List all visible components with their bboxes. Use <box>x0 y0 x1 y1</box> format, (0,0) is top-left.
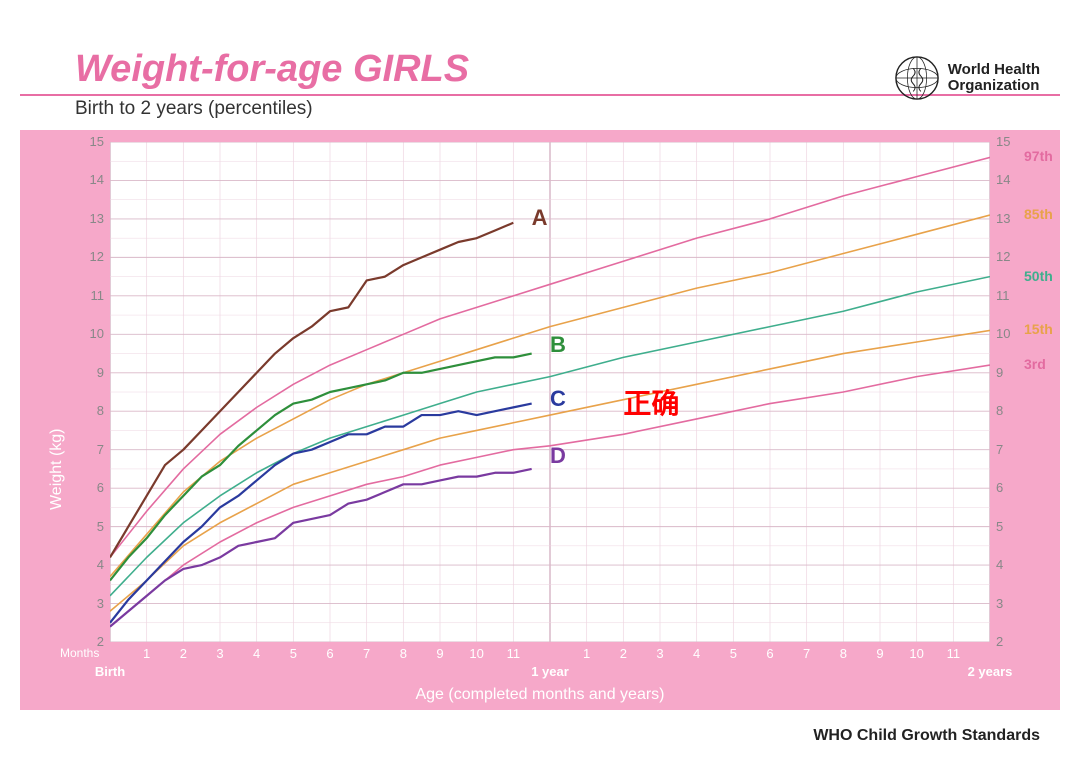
curve-label-A: A <box>532 205 548 231</box>
y-tick: 13 <box>80 211 104 226</box>
percentile-label-85th: 85th <box>1024 206 1053 222</box>
x-tick-minor: 9 <box>876 646 883 661</box>
who-icon <box>894 55 940 101</box>
footer-text: WHO Child Growth Standards <box>813 727 1040 745</box>
percentile-label-50th: 50th <box>1024 268 1053 284</box>
who-line1: World Health <box>948 62 1040 79</box>
x-tick-minor: 1 <box>143 646 150 661</box>
x-tick-minor: 7 <box>803 646 810 661</box>
y-tick-right: 7 <box>996 442 1020 457</box>
chart-subtitle: Birth to 2 years (percentiles) <box>75 98 313 120</box>
y-tick: 6 <box>80 480 104 495</box>
chart-frame: Weight (kg) Age (completed months and ye… <box>20 130 1060 710</box>
x-tick-minor: 11 <box>947 646 961 661</box>
curve-label-B: B <box>550 332 566 358</box>
y-tick-right: 11 <box>996 288 1020 303</box>
who-logo-text: World Health Organization <box>948 62 1040 95</box>
x-tick-minor: 2 <box>180 646 187 661</box>
page: Weight-for-age GIRLS Birth to 2 years (p… <box>0 0 1080 763</box>
y-tick-right: 6 <box>996 480 1020 495</box>
y-tick-right: 15 <box>996 134 1020 149</box>
x-tick-minor: 8 <box>840 646 847 661</box>
x-tick-minor: 7 <box>363 646 370 661</box>
curve-label-C: C <box>550 386 566 412</box>
x-tick-minor: 5 <box>290 646 297 661</box>
x-tick-minor: 2 <box>620 646 627 661</box>
x-tick-major: 1 year <box>531 664 569 679</box>
y-tick: 11 <box>80 288 104 303</box>
y-tick-right: 2 <box>996 634 1020 649</box>
y-tick: 3 <box>80 596 104 611</box>
y-tick-right: 8 <box>996 403 1020 418</box>
y-tick: 4 <box>80 557 104 572</box>
y-tick: 8 <box>80 403 104 418</box>
y-tick: 12 <box>80 249 104 264</box>
x-tick-minor: 11 <box>507 646 521 661</box>
y-tick: 15 <box>80 134 104 149</box>
x-tick-major: Birth <box>95 664 125 679</box>
who-line2: Organization <box>948 78 1040 95</box>
percentile-label-3rd: 3rd <box>1024 356 1046 372</box>
x-axis-label: Age (completed months and years) <box>20 686 1060 704</box>
x-tick-minor: 3 <box>656 646 663 661</box>
x-tick-minor: 10 <box>909 646 923 661</box>
y-tick-right: 3 <box>996 596 1020 611</box>
x-tick-major: 2 years <box>968 664 1013 679</box>
x-tick-minor: 3 <box>216 646 223 661</box>
x-tick-minor: 4 <box>693 646 700 661</box>
y-tick: 7 <box>80 442 104 457</box>
y-tick-right: 10 <box>996 326 1020 341</box>
y-tick: 9 <box>80 365 104 380</box>
percentile-label-15th: 15th <box>1024 321 1053 337</box>
x-tick-minor: 4 <box>253 646 260 661</box>
y-tick-right: 5 <box>996 519 1020 534</box>
x-tick-minor: 8 <box>400 646 407 661</box>
annotation-correct: 正确 <box>623 382 679 422</box>
y-tick-right: 12 <box>996 249 1020 264</box>
x-tick-minor: 5 <box>730 646 737 661</box>
x-tick-minor: 1 <box>583 646 590 661</box>
x-tick-minor: 9 <box>436 646 443 661</box>
x-tick-minor: 6 <box>326 646 333 661</box>
y-tick: 10 <box>80 326 104 341</box>
who-logo: World Health Organization <box>894 55 1040 101</box>
y-axis-label: Weight (kg) <box>48 428 66 510</box>
y-tick-right: 4 <box>996 557 1020 572</box>
curve-label-D: D <box>550 443 566 469</box>
y-tick-right: 14 <box>996 172 1020 187</box>
x-tick-minor: 6 <box>766 646 773 661</box>
percentile-label-97th: 97th <box>1024 148 1053 164</box>
chart-title: Weight-for-age GIRLS <box>75 48 469 91</box>
x-tick-minor: 10 <box>469 646 483 661</box>
months-label-left: Months <box>60 646 99 660</box>
y-tick: 14 <box>80 172 104 187</box>
y-tick-right: 9 <box>996 365 1020 380</box>
y-tick-right: 13 <box>996 211 1020 226</box>
y-tick: 5 <box>80 519 104 534</box>
